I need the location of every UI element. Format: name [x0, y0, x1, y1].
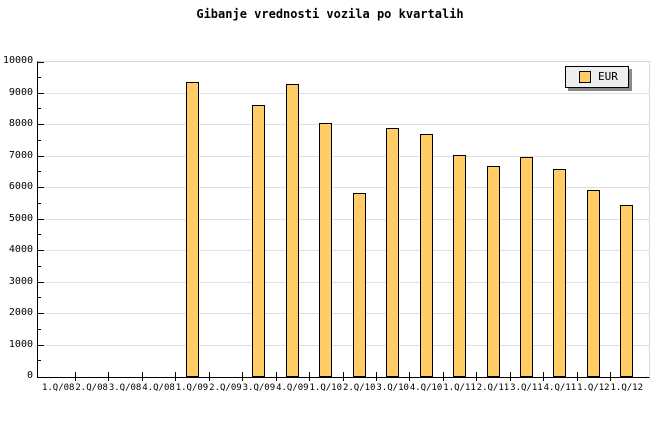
x-axis-label: 2.Q/08 [75, 383, 108, 393]
x-axis-label: 3.Q/08 [108, 383, 142, 393]
bar-2-q-11-13 [486, 165, 500, 377]
x-axis-label: 1.Q/12 [610, 383, 644, 393]
y-minor-tick [38, 328, 41, 330]
y-axis-label: 10000 [3, 55, 34, 66]
y-minor-tick [38, 108, 41, 110]
y-axis-label: 0 [26, 370, 33, 381]
x-axis-label: 3.Q/11 [510, 383, 543, 393]
y-minor-tick [38, 265, 41, 267]
y-axis-label: 7000 [8, 149, 33, 161]
gridline [38, 344, 649, 346]
gridline [38, 313, 649, 314]
x-boundary-tick [208, 372, 210, 381]
x-axis-label: 4.Q/09 [276, 383, 309, 393]
bar-4-q-11-15 [553, 169, 567, 377]
x-axis-label: 4.Q/08 [142, 383, 175, 393]
x-boundary-tick [375, 372, 377, 381]
x-boundary-tick [175, 372, 177, 381]
x-boundary-tick [309, 372, 311, 381]
y-major-tick [38, 155, 44, 157]
x-axis-label: 1.Q/12 [577, 383, 610, 393]
x-axis-label: 1.Q/08 [41, 383, 75, 393]
bar-1-q-09-4 [185, 82, 199, 377]
y-major-tick [38, 281, 44, 283]
bar-4-q-10-11 [419, 134, 433, 377]
y-axis-label: 1000 [8, 338, 33, 350]
y-major-tick [38, 344, 44, 346]
x-boundary-tick [242, 372, 244, 381]
bar-3-q-10-10 [386, 128, 400, 377]
x-axis-label: 1.Q/10 [309, 383, 343, 393]
x-axis-label: 2.Q/10 [342, 383, 376, 393]
legend-label: EUR [598, 70, 618, 83]
x-boundary-tick [476, 372, 478, 381]
y-minor-tick [38, 202, 41, 204]
x-boundary-tick [108, 372, 110, 381]
x-boundary-tick [409, 372, 411, 381]
x-boundary-tick [442, 372, 444, 381]
bar-4-q-09-7 [285, 84, 299, 377]
y-axis-label: 5000 [8, 212, 33, 224]
gridline [38, 187, 649, 188]
plot-area [37, 61, 650, 378]
gridline [38, 281, 649, 283]
x-boundary-tick [509, 372, 511, 381]
gridline [38, 124, 649, 125]
y-major-tick [38, 250, 44, 251]
gridline [38, 218, 649, 220]
x-axis-label: 1.Q/09 [175, 383, 209, 393]
x-axis-label: 3.Q/09 [242, 383, 276, 393]
y-axis-label: 4000 [8, 244, 33, 255]
legend: EUR [565, 66, 629, 88]
y-major-tick [38, 187, 44, 188]
gridline [38, 92, 649, 94]
y-axis-label: 6000 [8, 181, 33, 192]
y-minor-tick [38, 76, 41, 78]
x-axis-label: 4.Q/11 [543, 383, 577, 393]
legend-swatch-eur [579, 71, 591, 83]
x-axis-label: 2.Q/09 [209, 383, 242, 393]
gridline [38, 250, 649, 251]
y-minor-tick [38, 297, 41, 299]
y-axis-label: 3000 [8, 275, 33, 287]
y-minor-tick [38, 360, 41, 362]
y-major-tick [38, 124, 44, 125]
bar-2-q-10-9 [352, 192, 366, 377]
y-major-tick [38, 92, 44, 94]
x-axis-label: 2.Q/11 [476, 383, 510, 393]
x-axis-label: 4.Q/10 [409, 383, 443, 393]
x-boundary-tick [576, 372, 578, 381]
bar-1-q-11-12 [453, 154, 467, 377]
y-major-tick [38, 62, 44, 63]
gridline [38, 155, 649, 157]
y-axis-label: 2000 [8, 307, 33, 318]
bar-3-q-11-14 [519, 156, 533, 377]
chart-title: Gibanje vrednosti vozila po kvartalih [196, 7, 464, 21]
bar-1-q-12-17 [620, 205, 634, 377]
x-boundary-tick [275, 372, 277, 381]
y-minor-tick [38, 234, 41, 236]
x-boundary-tick [543, 372, 545, 381]
x-axis-label: 1.Q/11 [443, 383, 476, 393]
y-minor-tick [38, 139, 41, 141]
x-boundary-tick [610, 372, 612, 381]
x-boundary-tick [342, 372, 344, 381]
bar-3-q-09-6 [252, 104, 266, 377]
x-boundary-tick [74, 372, 76, 381]
bar-1-q-10-8 [319, 123, 333, 377]
x-boundary-tick [141, 372, 143, 381]
y-major-tick [38, 218, 44, 220]
y-axis-label: 8000 [8, 118, 33, 129]
bar-1-q-12-16 [586, 189, 600, 377]
y-major-tick [38, 313, 44, 314]
y-axis-label: 9000 [8, 86, 33, 98]
x-axis-label: 3.Q/10 [376, 383, 409, 393]
y-minor-tick [38, 171, 41, 173]
